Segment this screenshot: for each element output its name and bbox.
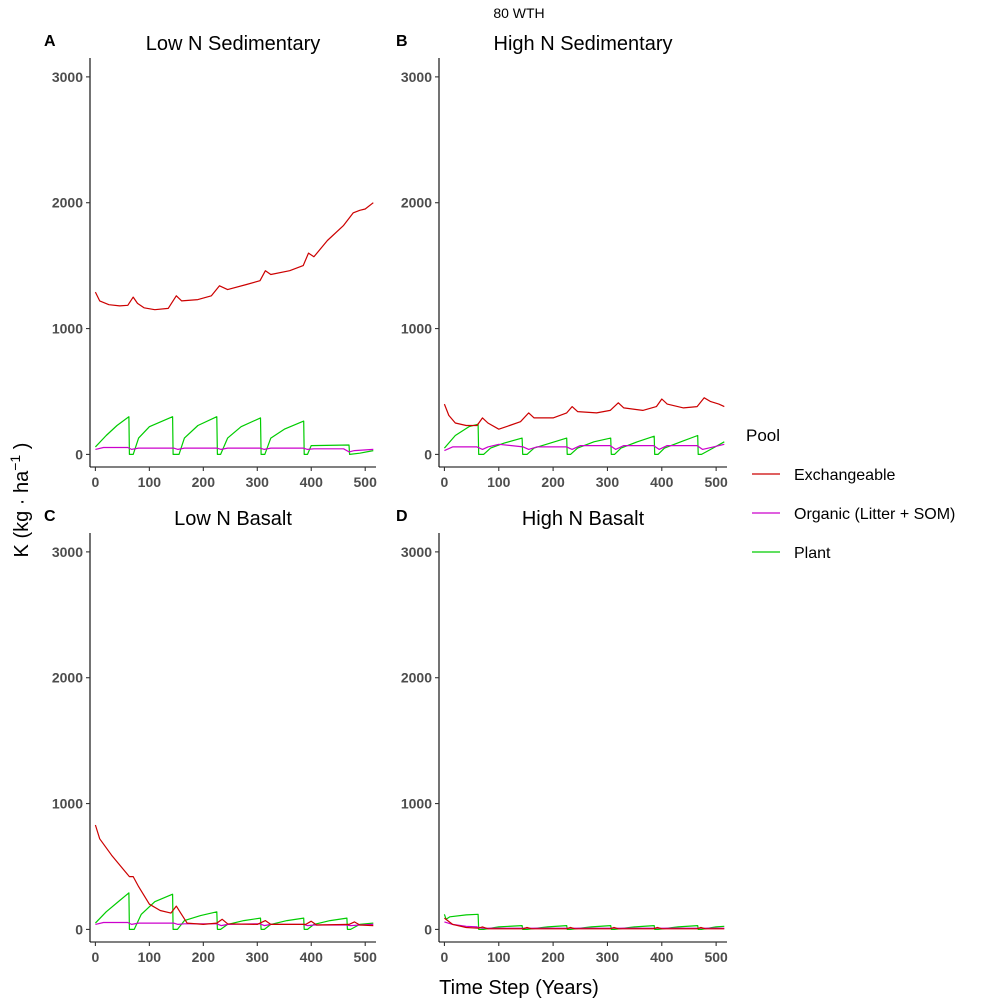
panel-b-x-tick-label: 300	[596, 474, 620, 490]
panel-b-series-organic-litter-som	[444, 443, 725, 452]
panel-b-x-tick-label: 400	[650, 474, 674, 490]
panel-b: B High N Sedimentary 0 1000 2000 3000 0 100 200 3…	[396, 33, 728, 490]
panel-c-series-exchangeable	[94, 824, 374, 927]
panel-d-x-tick-label: 300	[596, 949, 620, 965]
panel-d-x-tick-label: 0	[441, 949, 449, 965]
panel-a-x-tick-label: 100	[138, 474, 162, 490]
panel-b-y-tick-label: 2000	[401, 195, 432, 211]
panel-c: C Low N Basalt 0 1000 2000 3000 0 100 200 300 400 5…	[44, 508, 377, 965]
panel-c-y-tick-label: 3000	[52, 544, 83, 560]
panel-c-title: Low N Basalt	[174, 508, 292, 530]
panel-c-tag: C	[44, 508, 56, 525]
panel-d-series-exchangeable	[444, 917, 725, 930]
panel-c-x-tick-label: 400	[300, 949, 324, 965]
panel-d-y-tick-label: 1000	[401, 796, 432, 812]
legend-item-plant: Plant	[752, 545, 831, 562]
panel-b-y-tick-label: 1000	[401, 321, 432, 337]
panel-c-y-tick-label: 1000	[52, 796, 83, 812]
legend-item-organic-litter-som: Organic (Litter + SOM)	[752, 506, 955, 523]
panel-d-y-tick-label: 0	[424, 921, 432, 937]
panel-b-title: High N Sedimentary	[494, 33, 673, 55]
panel-c-x-tick-label: 0	[91, 949, 99, 965]
panel-d-title: High N Basalt	[522, 508, 645, 530]
legend: Pool Exchangeable Organic (Litter + SOM) P…	[746, 426, 955, 562]
panel-a-title: Low N Sedimentary	[146, 33, 321, 55]
y-axis-label-superscript: −1	[7, 455, 23, 471]
panel-a-y-tick-label: 2000	[52, 195, 83, 211]
panel-d-tag: D	[396, 508, 408, 525]
panel-a-x-tick-label: 200	[192, 474, 216, 490]
panel-c-x-tick-label: 500	[354, 949, 378, 965]
legend-title: Pool	[746, 426, 780, 445]
legend-label-plant: Plant	[794, 545, 831, 562]
panel-c-x-tick-label: 200	[192, 949, 216, 965]
panel-d-y-tick-label: 3000	[401, 544, 432, 560]
panel-a-y-tick-label: 3000	[52, 69, 83, 85]
panel-d: D High N Basalt 0 1000 2000 3000 0 100 200 300 400…	[396, 508, 728, 965]
panel-a-series-plant	[94, 416, 374, 455]
panel-d-x-tick-label: 500	[704, 949, 728, 965]
panel-d-x-tick-label: 200	[541, 949, 565, 965]
panel-b-y-tick-label: 3000	[401, 69, 432, 85]
panel-b-series-exchangeable	[443, 397, 725, 430]
x-axis-label: Time Step (Years)	[439, 977, 599, 999]
panel-d-x-tick-label: 100	[487, 949, 511, 965]
panel-b-y-tick-label: 0	[424, 446, 432, 462]
panel-b-x-tick-label: 100	[487, 474, 511, 490]
panel-a-x-tick-label: 0	[91, 474, 99, 490]
panel-d-y-tick-label: 2000	[401, 670, 432, 686]
panel-b-x-tick-label: 0	[441, 474, 449, 490]
panel-c-y-tick-label: 2000	[52, 670, 83, 686]
y-axis-label-main: K (kg · ha	[11, 470, 33, 558]
panel-c-y-tick-label: 0	[75, 921, 83, 937]
legend-items: Exchangeable Organic (Litter + SOM) Plant	[752, 467, 955, 562]
panel-b-tag: B	[396, 33, 408, 50]
panel-a-x-tick-label: 500	[354, 474, 378, 490]
legend-label-exchangeable: Exchangeable	[794, 467, 896, 484]
legend-label-organic-litter-som: Organic (Litter + SOM)	[794, 506, 955, 523]
panel-c-x-tick-label: 100	[138, 949, 162, 965]
panel-b-x-tick-label: 500	[704, 474, 728, 490]
panel-a-tag: A	[44, 33, 56, 50]
panel-a-series-organic-litter-som	[95, 446, 374, 453]
panel-a-y-tick-label: 0	[75, 446, 83, 462]
panel-a-x-tick-label: 300	[246, 474, 270, 490]
panel-a-y-tick-label: 1000	[52, 321, 83, 337]
panel-c-x-tick-label: 300	[246, 949, 270, 965]
panel-a-x-tick-label: 400	[300, 474, 324, 490]
figure-supertitle: 80 WTH	[493, 5, 544, 21]
panel-a: A Low N Sedimentary 0 1000 2000 3000 0 100 200 30…	[44, 33, 377, 490]
panel-a-series-exchangeable	[94, 202, 374, 311]
y-axis-label-close: )	[11, 443, 33, 455]
panel-b-x-tick-label: 200	[541, 474, 565, 490]
panel-d-x-tick-label: 400	[650, 949, 674, 965]
y-axis-label: K (kg · ha−1 )	[7, 443, 33, 558]
panel-b-series-plant	[443, 423, 725, 455]
panel-d-series-plant	[443, 913, 725, 930]
legend-item-exchangeable: Exchangeable	[752, 467, 896, 484]
